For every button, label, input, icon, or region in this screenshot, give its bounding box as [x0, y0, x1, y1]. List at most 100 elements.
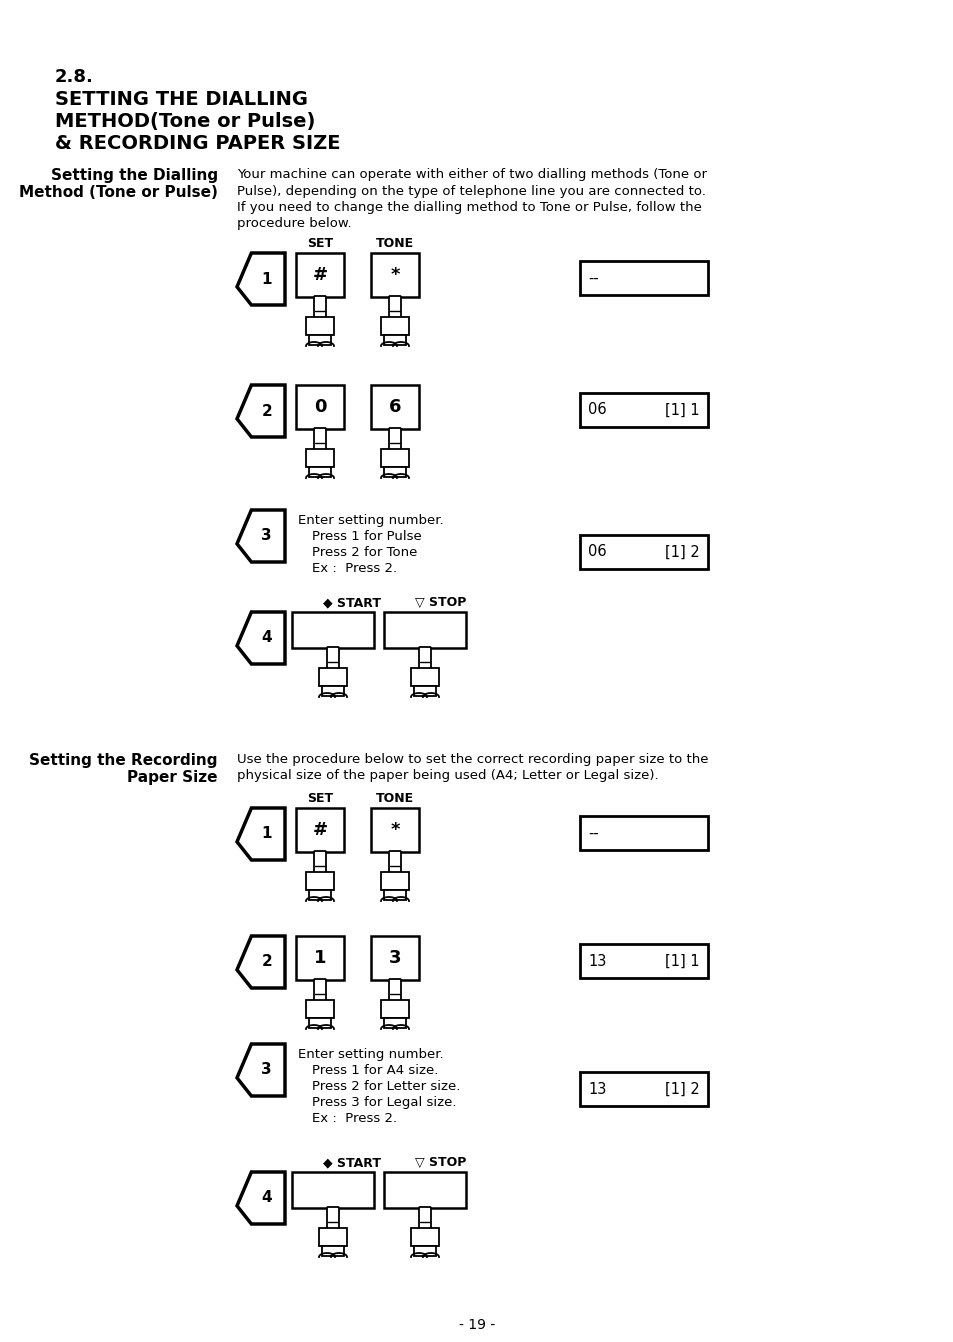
- Bar: [384, 1019, 406, 1028]
- Bar: [579, 260, 707, 295]
- Text: *: *: [390, 821, 399, 839]
- Bar: [306, 450, 334, 467]
- Text: TONE: TONE: [375, 792, 414, 805]
- Text: [1] 2: [1] 2: [664, 1082, 700, 1096]
- Text: SETTING THE DIALLING: SETTING THE DIALLING: [55, 90, 308, 109]
- Bar: [380, 317, 409, 336]
- Bar: [371, 385, 418, 429]
- Text: Ex :  Press 2.: Ex : Press 2.: [312, 562, 396, 574]
- Bar: [292, 1172, 374, 1208]
- Bar: [322, 686, 344, 696]
- Text: --: --: [587, 271, 598, 286]
- FancyBboxPatch shape: [314, 980, 326, 1001]
- Polygon shape: [236, 935, 285, 988]
- Text: [1] 1: [1] 1: [664, 403, 700, 417]
- Text: Your machine can operate with either of two dialling methods (Tone or
Pulse), de: Your machine can operate with either of …: [236, 168, 706, 231]
- Text: 4: 4: [261, 1190, 272, 1205]
- Polygon shape: [236, 808, 285, 860]
- Bar: [411, 1228, 438, 1245]
- Bar: [579, 943, 707, 978]
- Text: 6: 6: [388, 399, 401, 416]
- Text: Press 3 for Legal size.: Press 3 for Legal size.: [312, 1096, 456, 1108]
- Bar: [309, 1019, 331, 1028]
- Bar: [318, 1228, 347, 1245]
- Bar: [309, 336, 331, 345]
- Bar: [384, 890, 406, 900]
- Text: TONE: TONE: [375, 238, 414, 250]
- Text: 4: 4: [261, 631, 272, 646]
- FancyBboxPatch shape: [314, 297, 326, 318]
- Text: 2.8.: 2.8.: [55, 68, 93, 86]
- Text: SET: SET: [307, 792, 333, 805]
- Bar: [384, 1172, 465, 1208]
- Bar: [295, 254, 344, 297]
- Bar: [579, 535, 707, 569]
- Text: #: #: [313, 821, 327, 839]
- Bar: [318, 668, 347, 686]
- Text: 2: 2: [261, 954, 272, 969]
- FancyBboxPatch shape: [327, 647, 338, 670]
- FancyBboxPatch shape: [314, 428, 326, 450]
- Text: Ex :  Press 2.: Ex : Press 2.: [312, 1113, 396, 1125]
- Text: Enter setting number.: Enter setting number.: [297, 1048, 443, 1062]
- Bar: [295, 935, 344, 980]
- Text: 1: 1: [261, 271, 272, 286]
- Bar: [309, 890, 331, 900]
- Text: ◆ START: ◆ START: [323, 596, 380, 609]
- Bar: [309, 467, 331, 476]
- Bar: [371, 808, 418, 852]
- Bar: [292, 612, 374, 648]
- FancyBboxPatch shape: [389, 428, 400, 450]
- Bar: [579, 816, 707, 849]
- Bar: [579, 1072, 707, 1106]
- Bar: [322, 1245, 344, 1256]
- Text: 0: 0: [314, 399, 326, 416]
- Bar: [371, 254, 418, 297]
- Text: 3: 3: [261, 529, 272, 544]
- Text: [1] 2: [1] 2: [664, 545, 700, 560]
- Text: ▽ STOP: ▽ STOP: [415, 596, 466, 609]
- Bar: [414, 1245, 436, 1256]
- Text: SET: SET: [307, 238, 333, 250]
- Polygon shape: [236, 1044, 285, 1096]
- Text: Paper Size: Paper Size: [128, 770, 218, 785]
- FancyBboxPatch shape: [389, 980, 400, 1001]
- Bar: [414, 686, 436, 696]
- Bar: [371, 935, 418, 980]
- Bar: [380, 1000, 409, 1019]
- Text: Enter setting number.: Enter setting number.: [297, 514, 443, 527]
- Bar: [306, 1000, 334, 1019]
- Polygon shape: [236, 612, 285, 664]
- Text: 13: 13: [587, 1082, 606, 1096]
- Bar: [579, 393, 707, 427]
- Bar: [384, 612, 465, 648]
- Text: --: --: [587, 825, 598, 840]
- Text: & RECORDING PAPER SIZE: & RECORDING PAPER SIZE: [55, 134, 340, 153]
- Text: 2: 2: [261, 404, 272, 419]
- Polygon shape: [236, 385, 285, 437]
- Text: Press 2 for Letter size.: Press 2 for Letter size.: [312, 1080, 460, 1092]
- Text: 3: 3: [261, 1063, 272, 1078]
- Text: *: *: [390, 266, 399, 285]
- FancyBboxPatch shape: [389, 297, 400, 318]
- Text: Press 1 for A4 size.: Press 1 for A4 size.: [312, 1064, 438, 1078]
- Text: Press 2 for Tone: Press 2 for Tone: [312, 546, 416, 560]
- Bar: [380, 872, 409, 890]
- FancyBboxPatch shape: [327, 1206, 338, 1229]
- Text: Setting the Recording: Setting the Recording: [30, 753, 218, 768]
- Text: - 19 -: - 19 -: [458, 1318, 495, 1333]
- FancyBboxPatch shape: [389, 851, 400, 874]
- Polygon shape: [236, 1172, 285, 1224]
- Text: #: #: [313, 266, 327, 285]
- Text: METHOD(Tone or Pulse): METHOD(Tone or Pulse): [55, 111, 315, 132]
- Bar: [380, 450, 409, 467]
- FancyBboxPatch shape: [418, 1206, 431, 1229]
- Bar: [295, 385, 344, 429]
- FancyBboxPatch shape: [314, 851, 326, 874]
- Text: Use the procedure below to set the correct recording paper size to the
physical : Use the procedure below to set the corre…: [236, 753, 708, 782]
- Polygon shape: [236, 254, 285, 305]
- Text: [1] 1: [1] 1: [664, 954, 700, 969]
- Bar: [295, 808, 344, 852]
- Polygon shape: [236, 510, 285, 562]
- Text: ◆ START: ◆ START: [323, 1155, 380, 1169]
